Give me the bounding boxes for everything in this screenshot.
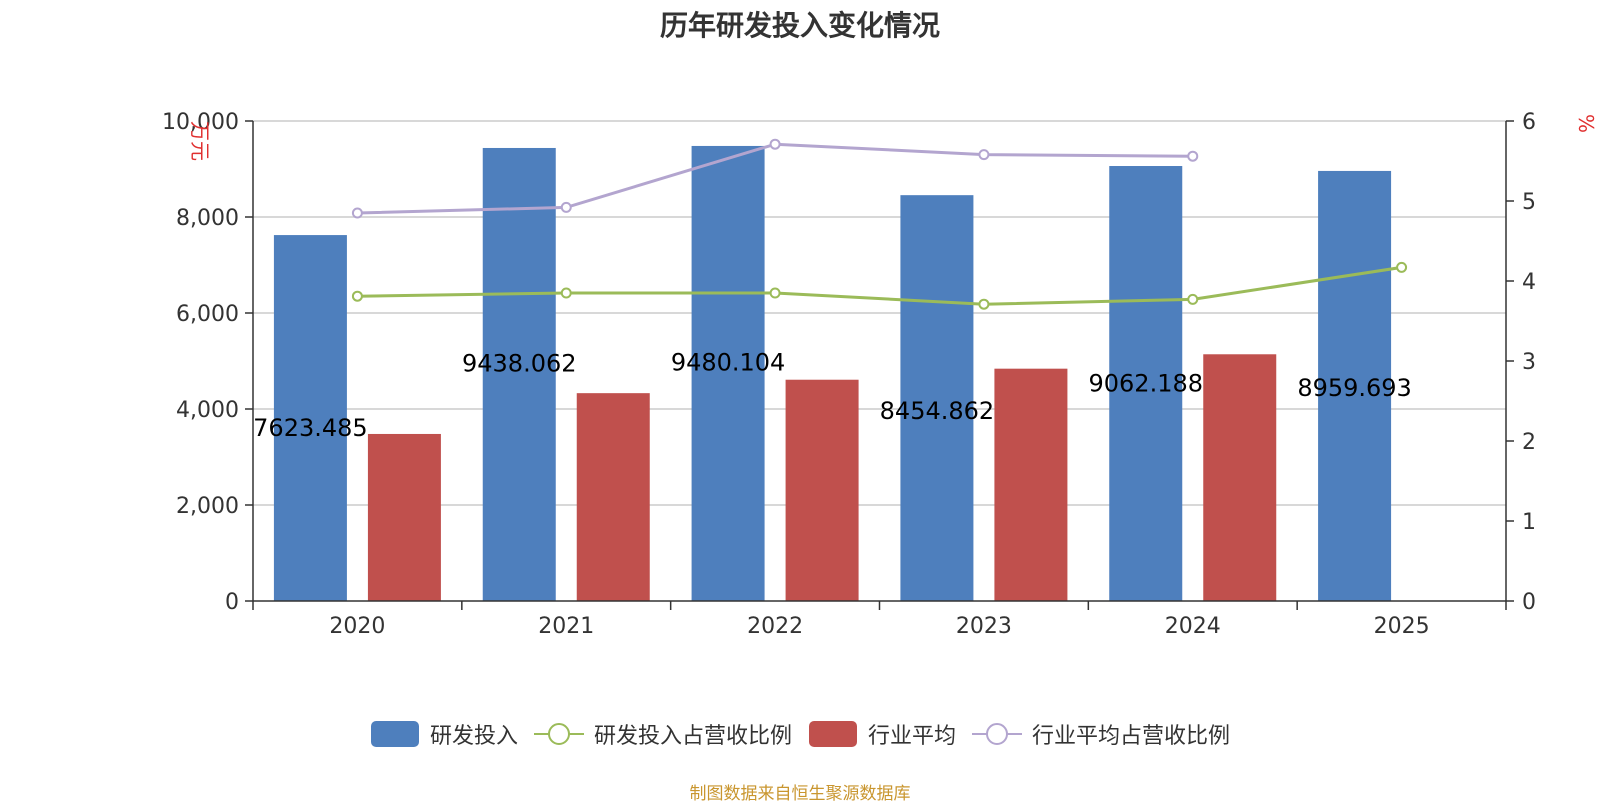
bar-研发投入: [1109, 166, 1183, 602]
point-研发投入占营收比例: [351, 290, 363, 302]
data-labels: 7623.485 9438.062 9480.104 8454.862 9062.188…: [253, 348, 1412, 442]
right-axis-tick-label: 0: [1522, 590, 1536, 615]
data-label: 8959.693: [1297, 374, 1412, 402]
bar-行业平均: [367, 433, 441, 601]
data-label: 9438.062: [462, 349, 577, 377]
bar-行业平均: [576, 393, 650, 601]
left-axis-tick-label: 0: [225, 590, 239, 615]
point-行业平均占营收比例: [351, 207, 363, 219]
left-axis-tick-label: 8,000: [176, 206, 239, 231]
line-行业平均占营收比例: [357, 142, 1193, 215]
chart-title: 历年研发投入变化情况: [659, 9, 940, 42]
legend-label: 研发投入占营收比例: [593, 724, 792, 749]
right-axis-tick-label: 4: [1522, 270, 1536, 295]
x-axis-tick-label: 2021: [538, 614, 594, 639]
point-行业平均占营收比例: [769, 138, 781, 150]
legend-item[interactable]: 研发投入: [370, 718, 518, 750]
left-axis-tick-label: 10,000: [162, 110, 239, 135]
point-行业平均占营收比例: [560, 201, 572, 213]
right-axis-tick-label: 2: [1522, 430, 1536, 455]
bar-行业平均: [994, 368, 1068, 601]
bar-行业平均: [785, 379, 859, 601]
grid-lines: [253, 120, 1506, 506]
right-axis-tick-label: 1: [1522, 510, 1536, 535]
data-label: 8454.862: [880, 397, 995, 425]
right-axis-unit: %: [1574, 114, 1598, 133]
point-行业平均占营收比例: [1187, 150, 1199, 162]
x-axis-tick-label: 2023: [956, 614, 1012, 639]
legend-line-swatch: [533, 723, 584, 745]
x-axis-tick-label: 2020: [329, 614, 385, 639]
right-axis-tick-label: 3: [1522, 350, 1536, 375]
x-axis-tick-label: 2025: [1374, 614, 1430, 639]
legend-item[interactable]: 行业平均: [808, 718, 956, 750]
left-axis-tick-label: 2,000: [176, 494, 239, 519]
point-行业平均占营收比例: [978, 149, 990, 161]
bar-研发投入: [273, 235, 347, 601]
legend-item[interactable]: 行业平均占营收比例: [972, 718, 1230, 750]
axes: 0 2,000 4,000 6,000 8,000 10,000 0 1 2 3 4 5 6 万元 % 202…: [162, 110, 1598, 639]
legend-item[interactable]: 研发投入占营收比例: [533, 718, 792, 750]
data-label: 9480.104: [671, 348, 786, 376]
point-研发投入占营收比例: [560, 287, 572, 299]
right-axis-tick-label: 5: [1522, 190, 1536, 215]
legend-line-swatch: [972, 723, 1023, 745]
bar-研发投入: [482, 147, 556, 601]
legend-bar-swatch: [809, 721, 857, 747]
left-axis-tick-label: 4,000: [176, 398, 239, 423]
right-axis-tick-label: 6: [1522, 110, 1536, 135]
data-label: 7623.485: [253, 414, 368, 442]
point-研发投入占营收比例: [1396, 261, 1408, 273]
lines: [351, 138, 1408, 310]
point-研发投入占营收比例: [1187, 293, 1199, 305]
bar-行业平均: [1203, 354, 1277, 601]
left-axis-unit: 万元: [188, 121, 212, 161]
source-note: 制图数据来自恒生聚源数据库: [689, 784, 911, 804]
legend-label: 行业平均: [868, 724, 957, 749]
bars: [273, 145, 1392, 602]
legend-label: 研发投入: [429, 724, 518, 749]
bar-研发投入: [900, 195, 974, 601]
legend-bar-swatch: [370, 721, 419, 747]
line-研发投入占营收比例: [357, 265, 1402, 306]
legend: 研发投入 研发投入占营收比例 行业平均 行业平均占营收比例: [0, 718, 1600, 750]
left-axis-tick-label: 6,000: [176, 302, 239, 327]
bar-研发投入: [691, 145, 765, 601]
x-axis-tick-label: 2024: [1165, 614, 1221, 639]
legend-label: 行业平均占营收比例: [1032, 724, 1231, 749]
bar-研发投入: [1318, 170, 1392, 601]
x-axis-tick-label: 2022: [747, 614, 803, 639]
point-研发投入占营收比例: [769, 287, 781, 299]
point-研发投入占营收比例: [978, 298, 990, 310]
data-label: 9062.188: [1088, 370, 1203, 398]
